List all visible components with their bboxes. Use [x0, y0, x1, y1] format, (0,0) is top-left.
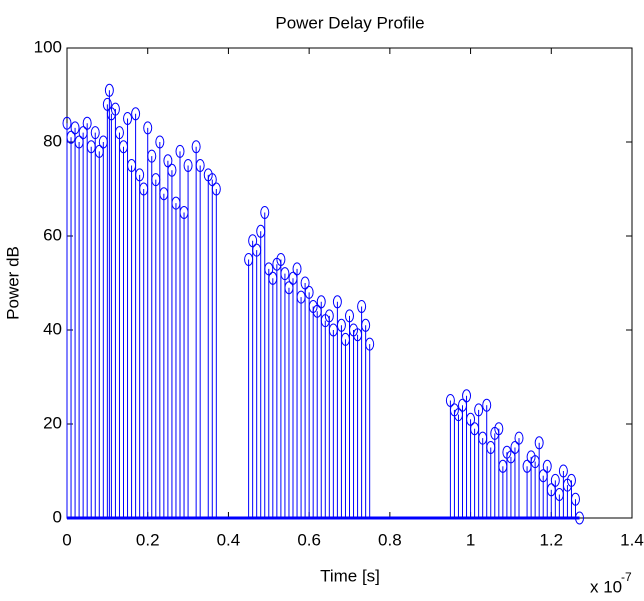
- stem-marker: [304, 285, 314, 299]
- stem-marker: [357, 300, 367, 313]
- stem-marker: [336, 318, 346, 332]
- stem-marker: [114, 126, 124, 140]
- stem-marker: [534, 436, 544, 450]
- stem-marker: [123, 112, 133, 125]
- stem-marker: [365, 337, 375, 351]
- stem-marker: [566, 473, 576, 487]
- stem-marker: [104, 83, 114, 97]
- stem-marker: [462, 389, 472, 403]
- stem-marker: [248, 234, 258, 248]
- stem-marker: [147, 149, 157, 163]
- chart-title: Power Delay Profile: [275, 13, 424, 32]
- stem-marker: [135, 168, 145, 182]
- stem-marker: [211, 182, 221, 196]
- y-tick-label: 80: [43, 131, 62, 150]
- y-tick-label: 20: [43, 413, 62, 432]
- x-multiplier: x 10: [590, 577, 622, 596]
- stem-marker: [183, 159, 193, 172]
- stem-marker: [90, 126, 100, 140]
- stem-marker: [143, 121, 153, 135]
- stem-marker: [332, 295, 342, 309]
- x-tick-label: 0: [62, 530, 71, 549]
- stem-marker: [482, 398, 492, 412]
- stem-marker: [207, 173, 217, 187]
- x-tick-label: 1.2: [539, 530, 563, 549]
- stem-marker: [550, 473, 560, 487]
- x-exponent: -7: [621, 570, 632, 584]
- stem-marker: [474, 403, 484, 417]
- stem-marker: [264, 262, 274, 276]
- x-tick-label: 0.8: [378, 530, 402, 549]
- stem-marker: [276, 253, 286, 266]
- stem-marker: [155, 135, 165, 149]
- y-tick-label: 0: [53, 507, 62, 526]
- stem-marker: [466, 412, 476, 426]
- stem-marker: [131, 107, 141, 121]
- x-tick-label: 1: [466, 530, 475, 549]
- stem-marker: [324, 309, 334, 323]
- stem-marker: [300, 276, 310, 290]
- y-tick-label: 40: [43, 319, 62, 338]
- stem-marker: [292, 262, 302, 276]
- stem-marker: [175, 144, 185, 158]
- stem-marker: [82, 116, 92, 130]
- stem-marker: [102, 97, 112, 111]
- stem-marker: [280, 267, 290, 281]
- stem-marker: [575, 511, 585, 525]
- x-tick-label: 0.4: [217, 530, 241, 549]
- stem-marker: [195, 159, 205, 172]
- x-tick-label: 0.2: [136, 530, 160, 549]
- stem-marker: [445, 394, 455, 407]
- stem-marker: [345, 309, 354, 323]
- stem-marker: [571, 492, 580, 506]
- stem-marker: [260, 206, 270, 219]
- stem-marker: [70, 121, 80, 135]
- x-tick-label: 0.6: [297, 530, 321, 549]
- y-axis-label: Power dB: [3, 246, 22, 320]
- stem-marker: [542, 459, 552, 473]
- stem-marker: [494, 422, 504, 436]
- stem-marker: [110, 102, 120, 116]
- y-tick-label: 100: [34, 37, 62, 56]
- y-tick-label: 60: [43, 225, 62, 244]
- stem-marker: [558, 464, 568, 478]
- stem-marker: [163, 154, 173, 168]
- x-axis-label: Time [s]: [320, 566, 380, 585]
- stem-marker: [62, 116, 72, 130]
- stem-marker: [316, 295, 326, 309]
- stem-marker: [167, 163, 177, 177]
- x-tick-label: 1.4: [620, 530, 644, 549]
- stem-marker: [361, 318, 371, 332]
- stem-marker: [191, 140, 201, 154]
- stem-marker: [514, 431, 524, 445]
